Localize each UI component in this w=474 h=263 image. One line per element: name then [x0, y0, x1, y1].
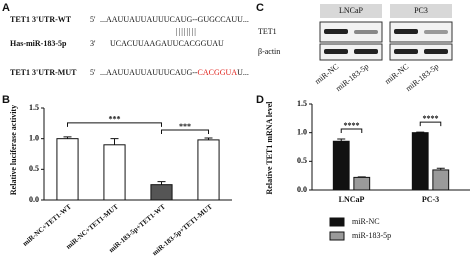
- band: [424, 49, 448, 54]
- group-label: LNCaP: [339, 6, 364, 15]
- error-bar: [436, 167, 445, 170]
- error-bar: [357, 176, 366, 178]
- bar: [197, 139, 220, 201]
- error-bar: [204, 137, 213, 140]
- blot-header: [320, 4, 382, 18]
- y-axis-label: Relative TET1 mRNA level: [265, 101, 274, 195]
- y-tick-label: 1.5: [297, 99, 307, 108]
- y-tick-label: 0.5: [297, 156, 307, 165]
- blot-box: [319, 21, 383, 43]
- error-bar: [337, 138, 346, 142]
- bar: [332, 140, 350, 191]
- pairing: ||||||||: [176, 27, 197, 36]
- sequence-part: ...AAUUAUUAUUUCAUG--: [100, 68, 198, 77]
- bar: [411, 132, 429, 191]
- sequence: ...AAUUAUUAUUUCAUG--GUGCCAUU...: [100, 15, 249, 24]
- x-tick-label: miR-NC+TET1-WT: [21, 202, 73, 247]
- band: [424, 30, 448, 34]
- sequence: UCACUUAAGAUUCACGGUAU: [110, 39, 224, 48]
- bar: [103, 144, 126, 201]
- band: [324, 49, 348, 54]
- error-bar: [110, 138, 119, 145]
- y-tick-label: 1.0: [29, 133, 39, 142]
- blot-header: [390, 4, 452, 18]
- legend-label: miR-183-5p: [352, 231, 391, 240]
- sequence: ...AAUUAUUAUUUCAUG--CACGGUAU...: [100, 68, 249, 77]
- significance-label: ***: [109, 115, 121, 124]
- seq-prime: 3': [90, 39, 96, 48]
- lane-label: miR-183-5p: [334, 62, 370, 93]
- error-bar: [63, 136, 72, 139]
- bar: [56, 138, 79, 201]
- x-tick-label: PC-3: [422, 195, 439, 204]
- significance-bracket: [67, 122, 162, 127]
- y-tick-label: 0.0: [29, 195, 39, 204]
- x-tick-label: LNCaP: [339, 195, 365, 204]
- legend-swatch: [329, 231, 345, 241]
- legend-label: miR-NC: [352, 217, 380, 226]
- lane-label: miR-183-5p: [404, 62, 440, 93]
- seq-label: TET1 3'UTR-WT: [10, 15, 72, 24]
- y-tick-label: 1.5: [29, 103, 39, 112]
- significance-bracket: [161, 129, 209, 135]
- blot-box: [389, 43, 453, 61]
- blot-box: [319, 43, 383, 61]
- significance-label: ***: [179, 122, 191, 131]
- bar: [353, 176, 371, 191]
- group-label: PC3: [414, 6, 428, 15]
- lane-label: miR-NC: [313, 62, 340, 86]
- band: [354, 49, 378, 54]
- bar: [432, 169, 450, 191]
- band: [394, 49, 418, 54]
- band: [354, 30, 378, 34]
- significance-label: ****: [423, 114, 439, 123]
- panel-label: D: [256, 94, 264, 106]
- error-bar: [157, 181, 166, 185]
- significance-bracket: [340, 128, 363, 133]
- error-bar: [416, 131, 425, 133]
- bar: [150, 184, 173, 201]
- panel-label: A: [2, 2, 10, 14]
- band: [394, 29, 418, 34]
- protein-label: TET1: [258, 27, 277, 36]
- panel-label: B: [2, 94, 10, 106]
- lane-label: miR-NC: [383, 62, 410, 86]
- sequence-part: U...: [237, 68, 249, 77]
- seq-prime: 5': [90, 15, 96, 24]
- protein-label: β-actin: [258, 47, 280, 56]
- mutation: CACGGUA: [198, 68, 238, 77]
- blot-box: [389, 21, 453, 43]
- y-tick-label: 0.0: [297, 185, 307, 194]
- seq-label: Has-miR-183-5p: [10, 39, 67, 48]
- legend-swatch: [329, 217, 345, 227]
- significance-label: ****: [344, 121, 360, 130]
- band: [324, 29, 348, 34]
- y-tick-label: 1.0: [297, 127, 307, 136]
- charts: 0.0 0.5 1.0 1.5 Relative luciferase activity…: [9, 99, 470, 257]
- y-axis-label: Relative luciferase activity: [9, 105, 18, 195]
- seq-label: TET1 3'UTR-MUT: [10, 68, 77, 77]
- y-tick-label: 0.5: [29, 164, 39, 173]
- panel-label: C: [256, 2, 264, 14]
- seq-prime: 5': [90, 68, 96, 77]
- significance-bracket: [419, 121, 442, 127]
